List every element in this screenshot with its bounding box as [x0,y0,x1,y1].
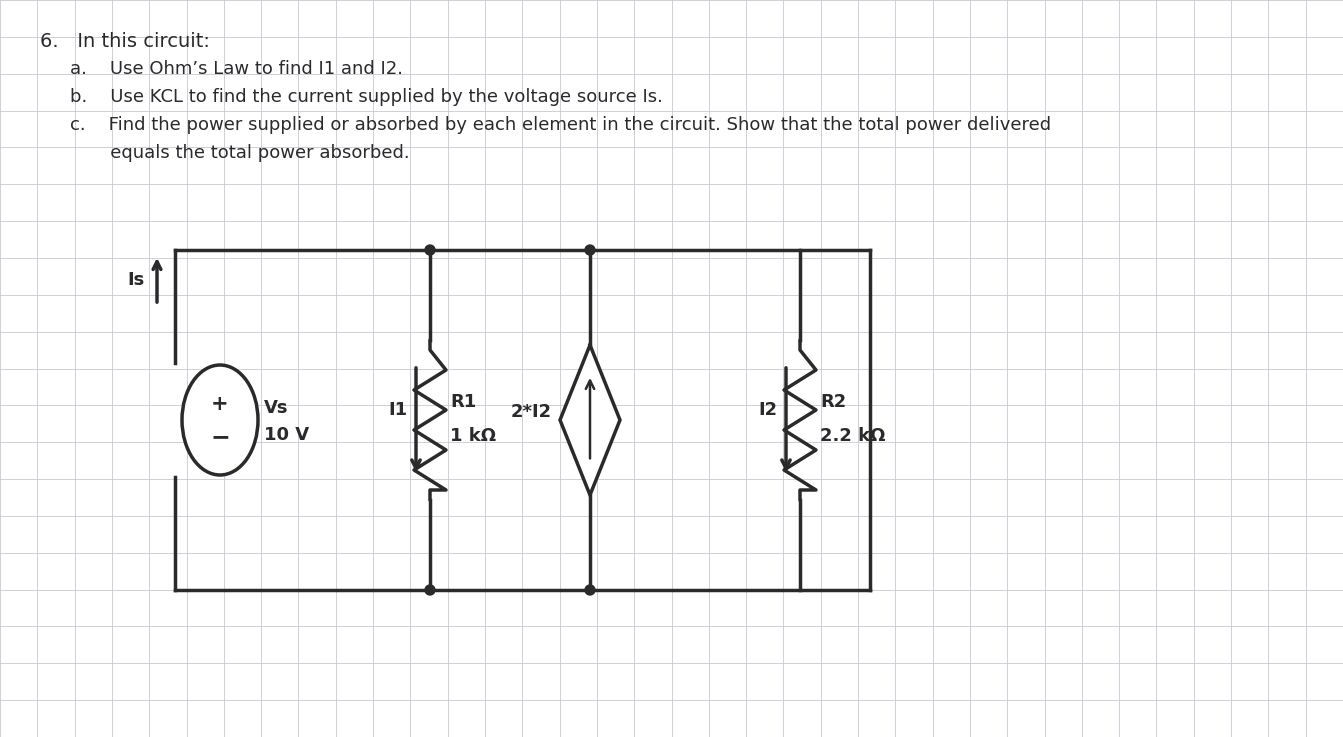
Circle shape [424,245,435,255]
Text: R2: R2 [821,393,846,411]
Text: a.    Use Ohm’s Law to find I1 and I2.: a. Use Ohm’s Law to find I1 and I2. [70,60,403,78]
Text: +: + [211,394,228,413]
Text: 1 kΩ: 1 kΩ [450,427,496,445]
Circle shape [586,245,595,255]
Text: I1: I1 [389,401,408,419]
Text: b.    Use KCL to find the current supplied by the voltage source Is.: b. Use KCL to find the current supplied … [70,88,663,106]
Text: 10 V: 10 V [265,426,309,444]
Text: Is: Is [128,271,145,289]
Polygon shape [560,345,620,495]
Text: 2.2 kΩ: 2.2 kΩ [821,427,885,445]
Text: 6.   In this circuit:: 6. In this circuit: [40,32,210,51]
Text: −: − [210,425,230,450]
Text: R1: R1 [450,393,477,411]
Ellipse shape [183,365,258,475]
Text: equals the total power absorbed.: equals the total power absorbed. [70,144,410,162]
Text: I2: I2 [759,401,778,419]
Circle shape [586,585,595,595]
Circle shape [424,585,435,595]
Text: Vs: Vs [265,399,289,417]
Text: c.    Find the power supplied or absorbed by each element in the circuit. Show t: c. Find the power supplied or absorbed b… [70,116,1052,134]
Text: 2*I2: 2*I2 [510,403,552,421]
